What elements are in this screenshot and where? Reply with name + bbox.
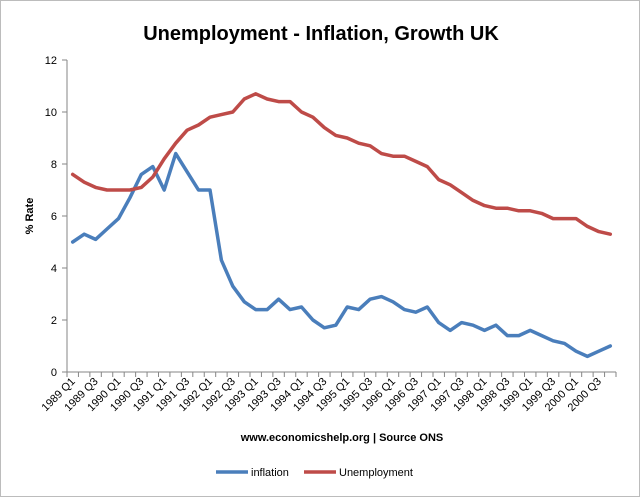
legend-label-unemployment: Unemployment — [339, 467, 413, 479]
y-axis-title: % Rate — [24, 198, 36, 235]
chart-title: Unemployment - Inflation, Growth UK — [143, 23, 499, 45]
series-layer — [70, 92, 613, 359]
y-tick-label: 8 — [51, 159, 57, 171]
y-tick-label: 4 — [51, 263, 57, 275]
x-axis-title: www.economicshelp.org | Source ONS — [240, 432, 444, 444]
y-tick-label: 0 — [51, 367, 57, 379]
y-tick-label: 12 — [45, 55, 57, 67]
y-axis-ticks: 0 2 4 6 8 10 12 — [45, 55, 67, 379]
series-line-unemployment — [70, 92, 613, 236]
legend: inflation Unemployment — [216, 467, 413, 479]
y-tick-label: 2 — [51, 315, 57, 327]
y-tick-label: 6 — [51, 211, 57, 223]
legend-label-inflation: inflation — [251, 467, 289, 479]
series-line-inflation — [70, 151, 613, 359]
axes — [66, 60, 616, 373]
y-tick-label: 10 — [45, 107, 57, 119]
